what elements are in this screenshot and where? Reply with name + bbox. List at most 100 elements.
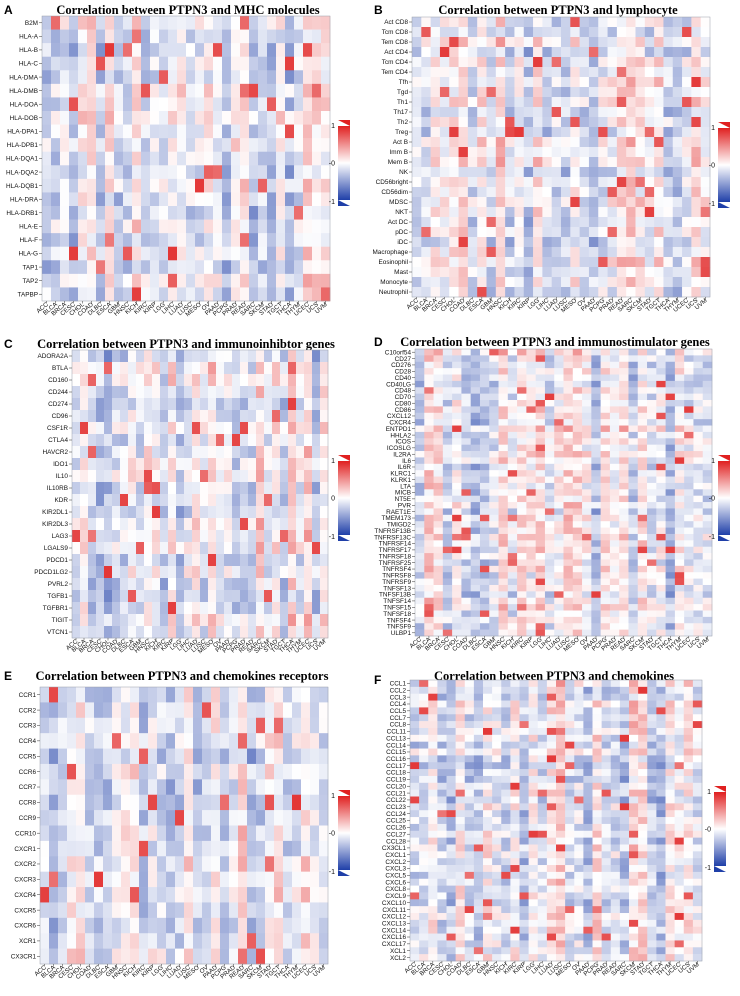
heatmap-cell [232, 518, 240, 530]
heatmap-cell [489, 528, 499, 535]
heatmap-cell [452, 604, 462, 611]
heatmap-cell [480, 496, 490, 503]
heatmap-cell [283, 779, 292, 795]
row-label: LGALS9 [44, 545, 69, 552]
heatmap-cell [591, 355, 601, 362]
heatmap-cell [136, 518, 144, 530]
heatmap-cell [654, 227, 664, 237]
heatmap-cell [508, 381, 518, 388]
heatmap-cell [321, 179, 330, 193]
heatmap-cell [452, 553, 462, 560]
heatmap-cell [192, 518, 200, 530]
heatmap-cell [443, 470, 453, 477]
heatmap-cell [582, 534, 592, 541]
heatmap-cell [471, 528, 481, 535]
heatmap-cell [69, 165, 78, 179]
heatmap-cell [232, 446, 240, 458]
heatmap-cell [96, 506, 104, 518]
heatmap-cell [526, 438, 536, 445]
heatmap-cell [320, 470, 328, 482]
heatmap-cell [434, 623, 444, 630]
heatmap-cell [288, 602, 296, 614]
heatmap-cell [552, 17, 562, 27]
heatmap-cell [617, 97, 627, 107]
heatmap-cell [471, 426, 481, 433]
heatmap-cell [638, 540, 648, 547]
heatmap-cell [288, 470, 296, 482]
heatmap-cell [128, 458, 136, 470]
heatmap-cell [103, 749, 112, 765]
heatmap-cell [76, 810, 85, 826]
row-label: B2M [25, 20, 38, 27]
heatmap-cell [573, 585, 583, 592]
heatmap-cell [573, 406, 583, 413]
heatmap-cell [601, 426, 611, 433]
heatmap-cell [443, 617, 453, 624]
heatmap-cell [144, 386, 152, 398]
heatmap-cell [264, 554, 272, 566]
heatmap-cell [256, 398, 264, 410]
heatmap-cell [582, 528, 592, 535]
heatmap-cell [96, 494, 104, 506]
heatmap-cell [580, 47, 590, 57]
heatmap-cell [123, 125, 132, 139]
heatmap-cell [128, 626, 136, 638]
heatmap-cell [240, 410, 248, 422]
heatmap-cell [186, 274, 195, 288]
heatmap-cell [636, 187, 646, 197]
heatmap-cell [443, 464, 453, 471]
heatmap-cell [114, 97, 123, 111]
heatmap-cell [141, 192, 150, 206]
heatmap-cell [231, 287, 240, 301]
heatmap-cell [132, 43, 141, 57]
heatmap-cell [564, 413, 574, 420]
heatmap-cell [256, 687, 265, 703]
heatmap-cell [42, 247, 51, 261]
heatmap-cell [440, 237, 450, 247]
heatmap-cell [434, 355, 444, 362]
heatmap-cell [202, 764, 211, 780]
heatmap-cell [645, 207, 655, 217]
heatmap-cell [508, 419, 518, 426]
heatmap-cell [526, 387, 536, 394]
heatmap-cell [499, 381, 509, 388]
heatmap-cell [319, 872, 328, 888]
heatmap-cell [208, 410, 216, 422]
heatmap-cell [564, 406, 574, 413]
heatmap-cell [193, 733, 202, 749]
heatmap-cell [434, 400, 444, 407]
heatmap-cell [561, 227, 571, 237]
heatmap-cell [240, 30, 249, 44]
heatmap-cell [204, 84, 213, 98]
heatmap-cell [283, 826, 292, 842]
heatmap-cell [76, 902, 85, 918]
heatmap-cell [573, 387, 583, 394]
heatmap-cell [693, 598, 703, 605]
heatmap-cell [304, 566, 312, 578]
heatmap-cell [114, 138, 123, 152]
heatmap-cell [150, 97, 159, 111]
heatmap-cell [160, 518, 168, 530]
heatmap-cell [636, 107, 646, 117]
heatmap-cell [517, 368, 527, 375]
heatmap-cell [471, 375, 481, 382]
heatmap-cell [496, 227, 506, 237]
heatmap-cell [461, 413, 471, 420]
heatmap-cell [240, 530, 248, 542]
heatmap-cell [51, 138, 60, 152]
row-label: IDO1 [53, 461, 68, 468]
heatmap-cell [150, 274, 159, 288]
heatmap-cell [673, 157, 683, 167]
heatmap-cell [320, 530, 328, 542]
heatmap-cell [477, 107, 487, 117]
heatmap-cell [216, 506, 224, 518]
heatmap-cell [267, 192, 276, 206]
heatmap-cell [452, 630, 462, 637]
heatmap-cell [76, 856, 85, 872]
heatmap-cell [468, 197, 478, 207]
heatmap-cell [177, 233, 186, 247]
heatmap-cell [249, 247, 258, 261]
heatmap-cell [175, 918, 184, 934]
heatmap-cell [545, 387, 555, 394]
heatmap-cell [312, 220, 321, 234]
